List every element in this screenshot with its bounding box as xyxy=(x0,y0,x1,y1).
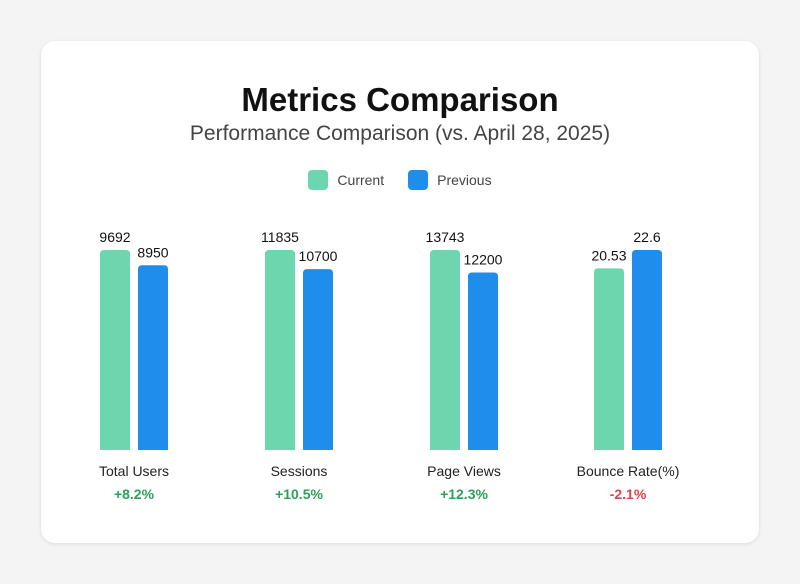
legend-swatch-previous xyxy=(408,170,429,190)
bar-current-1[interactable] xyxy=(100,250,130,450)
data-label-previous-3: 12200 xyxy=(464,251,503,267)
category-label-2: Sessions xyxy=(271,463,328,479)
legend-item-current[interactable]: Current xyxy=(308,170,384,190)
chart-card: Metrics Comparison Performance Compariso… xyxy=(41,41,759,543)
data-label-current-1: 9692 xyxy=(99,229,130,245)
bar-current-2[interactable] xyxy=(265,250,295,450)
change-label-2: +10.5% xyxy=(275,486,323,502)
legend-label-current: Current xyxy=(337,172,385,188)
category-label-3: Page Views xyxy=(427,463,501,479)
bar-current-3[interactable] xyxy=(430,250,460,450)
change-label-1: +8.2% xyxy=(114,486,155,502)
data-label-current-4: 20.53 xyxy=(591,247,626,263)
bar-previous-1[interactable] xyxy=(138,265,168,450)
legend-item-previous[interactable]: Previous xyxy=(408,170,492,190)
chart-subtitle: Performance Comparison (vs. April 28, 20… xyxy=(189,122,611,145)
category-label-1: Total Users xyxy=(99,463,169,479)
bar-previous-4[interactable] xyxy=(632,250,662,450)
category-label-4: Bounce Rate(%) xyxy=(577,463,680,479)
data-label-current-3: 13743 xyxy=(426,229,465,245)
data-label-current-2: 11835 xyxy=(261,229,299,245)
chart-legend: Current Previous xyxy=(41,169,759,191)
data-label-previous-4: 22.6 xyxy=(633,229,660,245)
bar-current-4[interactable] xyxy=(594,268,624,450)
chart-title: Metrics Comparison xyxy=(241,81,559,118)
data-label-previous-2: 10700 xyxy=(299,248,338,264)
legend-swatch-current xyxy=(308,170,329,190)
change-label-4: -2.1% xyxy=(610,486,647,502)
bar-previous-2[interactable] xyxy=(303,269,333,450)
change-label-3: +12.3% xyxy=(440,486,488,502)
data-label-previous-1: 8950 xyxy=(137,244,168,260)
bar-previous-3[interactable] xyxy=(468,272,498,450)
legend-label-previous: Previous xyxy=(437,172,492,188)
